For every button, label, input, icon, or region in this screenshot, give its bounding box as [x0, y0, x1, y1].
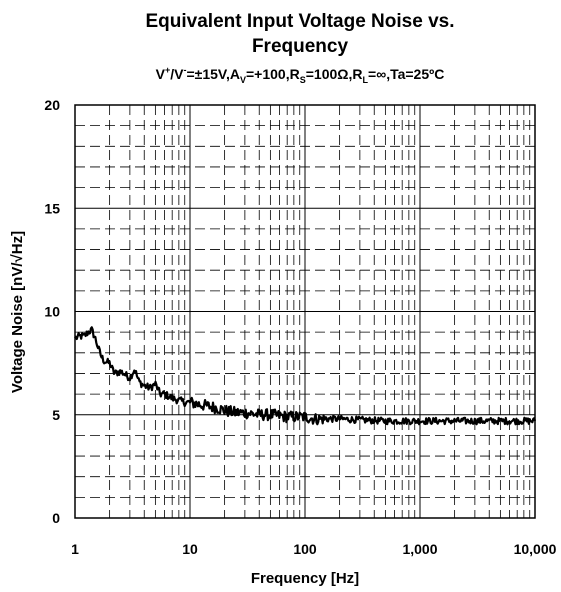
- x-tick-label: 10: [182, 541, 198, 557]
- chart-title-line1: Equivalent Input Voltage Noise vs.: [146, 11, 455, 32]
- y-tick-label: 15: [44, 200, 60, 216]
- y-tick-label: 0: [52, 510, 60, 526]
- y-tick-label: 10: [44, 304, 60, 320]
- x-tick-labels: 1 10 100 1,000 10,000: [71, 541, 557, 557]
- y-tick-labels: 0 5 10 15 20: [44, 97, 60, 526]
- x-tick-label: 100: [293, 541, 317, 557]
- y-tick-label: 20: [44, 97, 60, 113]
- x-tick-label: 1,000: [402, 541, 437, 557]
- chart-title-line2: Frequency: [252, 36, 349, 57]
- plot-frame: [74, 104, 536, 519]
- y-axis-label: Voltage Noise [nV/√Hz]: [9, 231, 26, 393]
- chart-conditions: V+/V-=±15V,AV=+100,RS=100Ω,RL=∞,Ta=25ºC: [156, 65, 445, 85]
- noise-series-line: [74, 326, 537, 426]
- x-tick-label: 10,000: [514, 541, 557, 557]
- x-axis-label: Frequency [Hz]: [251, 570, 359, 587]
- x-tick-label: 1: [71, 541, 79, 557]
- y-tick-label: 5: [52, 407, 60, 423]
